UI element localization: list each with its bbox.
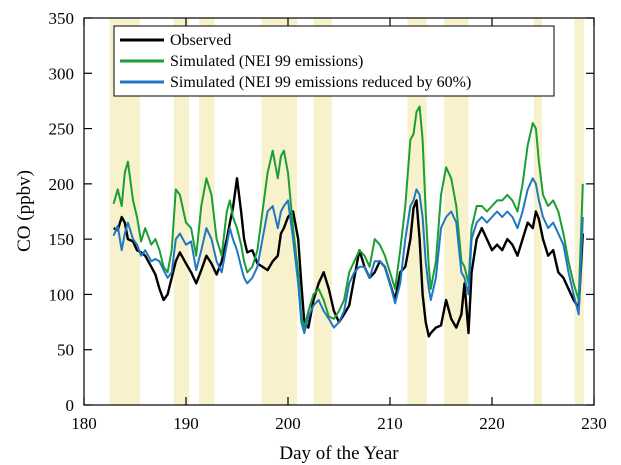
shaded-period-7: [533, 18, 542, 405]
series-line-2: [112, 177, 584, 335]
series-lines: [112, 105, 584, 338]
x-axis-title: Day of the Year: [279, 443, 399, 464]
x-tick-label-3: 210: [377, 414, 403, 433]
x-tick-label-2: 200: [275, 414, 301, 433]
legend-label-1: Simulated (NEI 99 emissions): [170, 53, 363, 70]
series-line-1: [112, 105, 584, 329]
y-tick-label-1: 50: [57, 341, 74, 360]
series-line-0: [113, 177, 584, 338]
axis-ticks: 180 190 200 210 220 230 0 50 100 150 200 250 300 350: [49, 9, 607, 433]
y-tick-label-7: 350: [49, 9, 75, 28]
x-tick-label-5: 230: [581, 414, 607, 433]
x-tick-label-1: 190: [173, 414, 199, 433]
x-tick-label-0: 180: [71, 414, 97, 433]
legend-box: [113, 25, 555, 97]
y-axis-title: CO (ppbv): [14, 170, 35, 252]
y-tick-label-2: 100: [49, 285, 75, 304]
y-tick-label-3: 150: [49, 230, 75, 249]
plot-frame: [83, 17, 595, 406]
shaded-period-8: [574, 18, 584, 405]
legend-label-2: Simulated (NEI 99 emissions reduced by 6…: [170, 74, 471, 91]
y-tick-label-4: 200: [49, 175, 75, 194]
x-tick-label-4: 220: [479, 414, 505, 433]
y-tick-label-5: 250: [49, 120, 75, 139]
shaded-period-2: [199, 18, 215, 405]
shaded-period-1: [173, 18, 190, 405]
y-tick-label-0: 0: [66, 396, 75, 415]
y-tick-label-6: 300: [49, 64, 75, 83]
legend: Observed Simulated (NEI 99 emissions) Simu…: [113, 25, 555, 97]
legend-label-0: Observed: [170, 32, 231, 49]
